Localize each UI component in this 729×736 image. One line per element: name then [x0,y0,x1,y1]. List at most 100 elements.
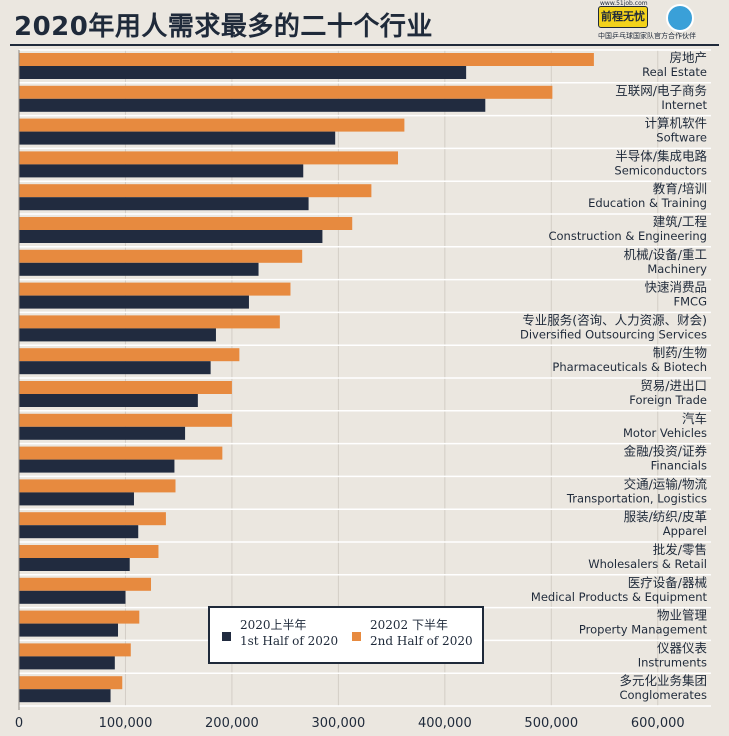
bar-second-half [19,184,372,198]
bar-first-half [19,656,115,670]
bar-second-half [19,512,166,526]
category-label-en: Foreign Trade [629,393,707,407]
bar-second-half [19,249,303,263]
bar-first-half [19,525,139,539]
logo-url: www.51job.com [600,0,648,7]
bar-second-half [19,676,123,690]
category-label-en: Transportation, Logistics [566,491,707,505]
logo-subtitle: 中国乒乓球国家队官方合作伙伴 [598,32,696,40]
bar-first-half [19,131,336,145]
bar-second-half [19,118,405,132]
bar-second-half [19,446,223,460]
bar-first-half [19,328,216,342]
category-label-cn: 建筑/工程 [653,214,708,229]
legend-label-first-half-cn: 2020上半年 [240,618,307,632]
bar-second-half [19,151,399,165]
category-label-cn: 半导体/集成电路 [615,148,707,163]
bar-second-half [19,610,140,624]
legend-swatch-first-half [222,632,231,641]
x-tick-label: 100,000 [99,716,153,731]
category-label-en: Apparel [663,524,707,538]
chart-legend: 2020上半年 1st Half of 2020 20202 下半年 2nd H… [208,606,484,664]
category-label-en: Internet [661,98,707,112]
bar-first-half [19,459,175,473]
bar-first-half [19,426,186,440]
category-label-en: Software [656,131,707,145]
page-title: 2020年用人需求最多的二十个行业 [14,12,433,42]
bar-first-half [19,98,486,112]
category-label-cn: 专业服务(咨询、人力资源、财会) [522,312,707,327]
category-label-en: Pharmaceuticals & Biotech [552,360,707,374]
bar-second-half [19,315,280,329]
bar-second-half [19,282,291,296]
category-label-cn: 物业管理 [657,608,708,623]
category-label-en: Real Estate [642,65,707,79]
category-label-cn: 互联网/电子商务 [615,83,707,98]
category-label-en: Education & Training [588,196,707,210]
category-label-cn: 医疗设备/器械 [628,575,708,590]
category-label-en: Conglomerates [619,688,707,702]
x-tick-label: 0 [15,716,23,731]
category-label-en: Motor Vehicles [623,426,707,440]
legend-label-second-half-en: 2nd Half of 2020 [370,634,473,648]
category-label-en: Semiconductors [614,163,707,177]
bar-first-half [19,394,198,407]
bar-first-half [19,689,111,703]
category-label-en: Financials [651,459,707,473]
bar-second-half [19,413,232,427]
x-tick-label: 400,000 [418,716,472,731]
brand-logo: 前程无忧 [598,6,648,28]
x-tick-label: 500,000 [524,716,578,731]
category-label-cn: 金融/投资/证券 [624,444,708,459]
category-label-cn: 制药/生物 [653,345,707,360]
bar-first-half [19,558,130,571]
bar-second-half [19,545,159,558]
category-label-en: FMCG [674,295,707,309]
bar-second-half [19,381,232,394]
category-label-en: Construction & Engineering [548,229,707,243]
bar-second-half [19,85,553,99]
category-label-cn: 交通/运输/物流 [624,476,708,491]
category-label-cn: 多元化业务集团 [619,673,707,688]
category-label-cn: 计算机软件 [644,116,707,131]
bar-second-half [19,643,131,657]
category-label-cn: 房地产 [669,50,707,65]
badge-icon [666,4,694,32]
title-underline [10,44,719,46]
bar-second-half [19,217,353,230]
bar-first-half [19,164,304,178]
category-label-cn: 批发/零售 [653,542,707,557]
x-tick-label: 600,000 [631,716,685,731]
legend-swatch-second-half [352,632,361,641]
category-label-en: Wholesalers & Retail [588,557,707,571]
category-label-en: Property Management [579,623,708,637]
category-label-en: Medical Products & Equipment [531,590,708,604]
bar-second-half [19,348,240,362]
legend-label-second-half-cn: 20202 下半年 [370,618,448,632]
category-label-cn: 贸易/进出口 [640,378,707,393]
bar-first-half [19,623,119,637]
bar-first-half [19,262,259,276]
category-label-en: Diversified Outsourcing Services [520,327,707,341]
bar-first-half [19,492,134,506]
bar-first-half [19,197,309,211]
bar-second-half [19,577,152,591]
category-label-cn: 机械/设备/重工 [624,247,707,262]
bar-first-half [19,295,249,309]
bar-first-half [19,361,211,375]
category-label-en: Instruments [638,655,707,669]
category-label-cn: 服装/纺织/皮革 [624,509,707,524]
bar-second-half [19,479,176,493]
x-tick-label: 300,000 [312,716,366,731]
bar-first-half [19,66,467,79]
x-tick-label: 200,000 [205,716,259,731]
category-label-cn: 快速消费品 [644,280,707,295]
category-label-en: Machinery [647,262,707,276]
bar-first-half [19,590,126,604]
bar-first-half [19,230,323,243]
category-label-cn: 教育/培训 [653,181,707,196]
category-label-cn: 仪器仪表 [657,640,708,655]
bar-second-half [19,53,594,66]
category-label-cn: 汽车 [682,411,707,426]
